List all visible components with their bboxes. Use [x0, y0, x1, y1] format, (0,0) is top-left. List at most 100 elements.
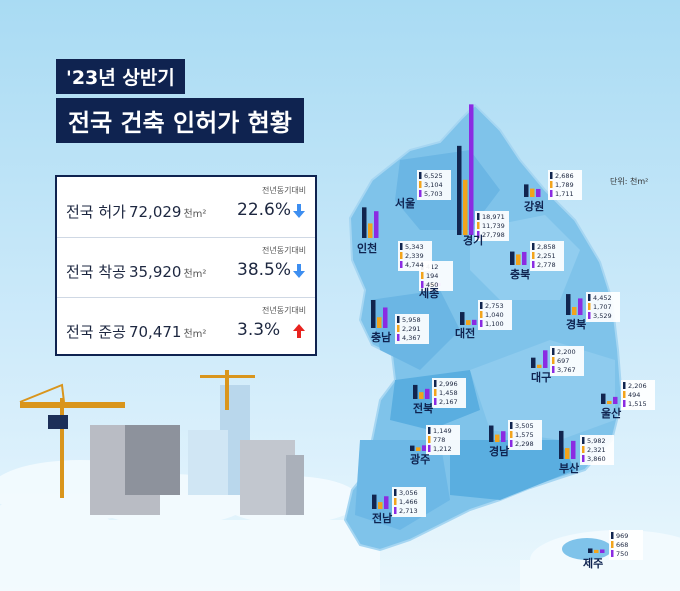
bar-10-1: [419, 392, 424, 399]
value-label-14-2: 3,860: [587, 455, 606, 463]
legend-swatch-14-1: [582, 446, 585, 453]
legend-swatch-16-2: [611, 550, 614, 557]
bar-1-2: [374, 215, 379, 238]
bar-6-2: [578, 298, 583, 315]
value-label-6-2: 3,529: [593, 312, 612, 320]
bar-12-1: [416, 447, 421, 451]
legend-box-15: [392, 487, 426, 517]
bar-8-1: [466, 320, 471, 325]
region-group-1: 인천: [357, 212, 379, 255]
legend-swatch-13-2: [510, 440, 513, 447]
legend-box-9: [550, 346, 584, 376]
bar-15-0: [372, 494, 377, 509]
region-name-11: 울산: [601, 406, 621, 420]
legend-box-11: [621, 380, 655, 410]
value-label-4-2: 450: [426, 281, 438, 289]
bar-14-0: [559, 430, 564, 459]
legend-swatch-15-1: [394, 498, 397, 505]
legend-swatch-16-1: [611, 541, 614, 548]
summary-percent: 3.3%: [237, 320, 281, 340]
bar-13-2: [501, 431, 506, 442]
region-name-10: 전북: [413, 401, 433, 415]
value-label-9-0: 2,200: [557, 348, 576, 356]
value-label-12-0: 1,149: [433, 427, 452, 435]
legend-swatch-2-1: [477, 222, 480, 229]
legend-swatch-16-0: [611, 532, 614, 539]
value-label-10-0: 2,996: [439, 380, 458, 388]
legend-swatch-9-2: [552, 366, 555, 373]
legend-swatch-15-2: [394, 507, 397, 514]
value-label-7-0: 5,958: [402, 316, 421, 324]
unit-label: 단위: 천m²: [610, 177, 649, 186]
bar-9-2: [543, 350, 548, 368]
bar-9-1: [537, 364, 542, 368]
arrow-down-icon: [293, 264, 305, 278]
legend-box-3: [548, 170, 582, 200]
region-name-12: 광주: [410, 453, 430, 466]
summary-label: 전국 허가: [66, 203, 126, 221]
legend-box-10: [432, 378, 466, 408]
bar-11-0: [601, 393, 606, 404]
legend-box-7: [395, 314, 429, 344]
bar-5-2: [522, 251, 527, 265]
value-label-11-0: 2,206: [628, 382, 647, 390]
summary-label: 전국 착공: [66, 263, 126, 281]
legend-swatch-3-1: [550, 181, 553, 188]
value-label-11-2: 1,515: [628, 400, 647, 408]
legend-box-12: [426, 425, 460, 455]
legend-swatch-2-0: [477, 213, 480, 220]
value-label-14-0: 5,982: [587, 437, 606, 445]
legend-swatch-10-1: [434, 389, 437, 396]
value-label-15-1: 1,466: [399, 498, 418, 506]
value-label-10-2: 2,167: [439, 398, 458, 406]
value-label-9-1: 697: [557, 357, 569, 365]
summary-row-permit: 전국 허가 72,029 천m² 전년동기대비 22.6%: [57, 177, 315, 238]
legend-swatch-10-2: [434, 398, 437, 405]
legend-swatch-14-0: [582, 437, 585, 444]
value-label-8-1: 1,040: [485, 311, 504, 319]
summary-caption: 전년동기대비: [262, 306, 307, 315]
legend-swatch-1-2: [400, 261, 403, 268]
bar-5-0: [510, 251, 515, 265]
legend-swatch-13-0: [510, 422, 513, 429]
legend-swatch-3-0: [550, 172, 553, 179]
value-label-12-2: 1,212: [433, 445, 452, 453]
legend-box-16: [609, 530, 643, 560]
page-title: 전국 건축 인허가 현황: [56, 98, 304, 143]
bar-15-2: [384, 496, 389, 509]
legend-swatch-5-2: [532, 261, 535, 268]
bar-6-0: [566, 294, 571, 315]
value-label-12-1: 778: [433, 436, 445, 444]
value-label-6-1: 1,707: [593, 303, 612, 311]
legend-swatch-12-1: [428, 436, 431, 443]
value-label-16-1: 668: [616, 541, 628, 549]
bar-2-0: [457, 145, 462, 235]
summary-value: 70,471: [128, 323, 182, 341]
value-label-4-1: 194: [426, 272, 438, 280]
region-name-1: 인천: [357, 241, 377, 255]
title-year: '23년 상반기: [56, 59, 185, 94]
bar-1-0: [362, 212, 367, 238]
region-name-8: 대전: [455, 326, 475, 340]
legend-swatch-8-2: [480, 320, 483, 327]
value-label-8-0: 2,753: [485, 302, 504, 310]
value-label-3-0: 2,686: [555, 172, 574, 180]
legend-swatch-14-2: [582, 455, 585, 462]
summary-value: 35,920: [128, 263, 182, 281]
value-label-10-1: 1,458: [439, 389, 458, 397]
value-label-1-1: 2,339: [405, 252, 424, 260]
value-label-3-1: 1,789: [555, 181, 574, 189]
value-label-8-2: 1,100: [485, 320, 504, 328]
legend-swatch-4-2: [421, 281, 424, 288]
value-label-7-1: 2,291: [402, 325, 421, 333]
summary-caption: 전년동기대비: [262, 186, 307, 195]
